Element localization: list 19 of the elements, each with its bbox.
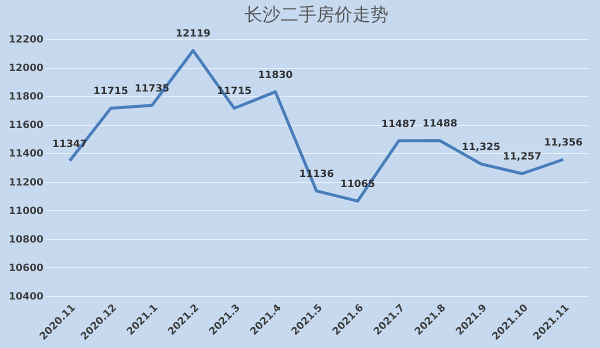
data-label: 12119 bbox=[176, 28, 211, 40]
data-label: 11487 bbox=[381, 118, 416, 130]
y-tick-label: 11000 bbox=[8, 206, 44, 217]
data-label: 11,356 bbox=[544, 138, 583, 149]
data-label: 11,325 bbox=[462, 142, 500, 153]
y-tick-label: 12200 bbox=[8, 34, 44, 46]
y-tick-label: 11600 bbox=[8, 120, 44, 132]
data-label: 11,257 bbox=[502, 152, 542, 163]
y-tick-label: 11800 bbox=[8, 92, 44, 103]
y-tick-label: 10800 bbox=[8, 234, 44, 246]
data-label: 11715 bbox=[93, 86, 128, 98]
y-tick-label: 10600 bbox=[8, 262, 44, 274]
y-tick-label: 10400 bbox=[8, 292, 44, 302]
data-label: 11830 bbox=[258, 70, 293, 81]
chart-title: 长沙二手房价走势 bbox=[244, 4, 388, 26]
y-tick-label: 11400 bbox=[8, 148, 44, 160]
y-tick-label: 12000 bbox=[8, 63, 44, 74]
data-label: 11488 bbox=[422, 118, 458, 130]
y-tick-label: 11200 bbox=[8, 177, 44, 188]
